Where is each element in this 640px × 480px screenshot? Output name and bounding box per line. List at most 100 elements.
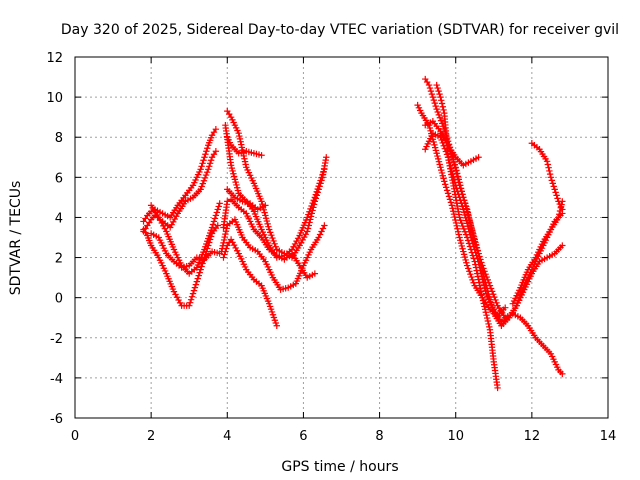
x-axis-label: GPS time / hours: [281, 459, 398, 475]
data-marker: [432, 102, 439, 110]
data-marker: [452, 219, 460, 227]
data-point: [170, 288, 178, 295]
data-marker: [518, 288, 526, 295]
data-marker: [434, 84, 441, 92]
data-marker: [556, 207, 564, 215]
series-4: [147, 200, 223, 277]
data-marker: [442, 184, 450, 191]
data-marker: [270, 237, 277, 245]
data-marker: [549, 180, 556, 187]
data-marker: [445, 156, 453, 164]
data-marker: [318, 174, 325, 181]
data-marker: [230, 241, 238, 249]
data-marker: [436, 161, 443, 168]
x-tick-label: 0: [71, 429, 79, 444]
data-marker: [309, 199, 316, 207]
data-marker: [457, 217, 464, 224]
y-tick-label: 0: [55, 292, 63, 307]
data-marker: [479, 297, 487, 304]
data-marker: [439, 172, 446, 179]
plot-frame: [74, 56, 609, 419]
data-marker: [471, 246, 478, 253]
data-marker: [515, 296, 523, 304]
data-marker: [445, 193, 453, 200]
y-tick-label: -4: [50, 372, 63, 387]
data-marker: [460, 248, 467, 255]
data-marker: [206, 163, 213, 170]
series-3: [140, 222, 221, 309]
data-point: [547, 174, 555, 181]
data-point: [304, 228, 311, 235]
data-marker: [454, 173, 462, 180]
data-marker: [431, 144, 439, 151]
axis-ticks: 0 2 4 6 8 10 12 14 -6 -4 -2 0 2 4 6 8 10 12: [46, 51, 616, 444]
data-point: [513, 302, 520, 309]
data-marker: [544, 161, 552, 168]
data-marker: [447, 165, 455, 172]
data-marker: [435, 155, 442, 163]
data-marker: [437, 117, 445, 124]
data-point: [475, 258, 482, 265]
data-marker: [449, 170, 456, 178]
data-point: [543, 158, 551, 165]
data-marker: [455, 231, 463, 238]
data-marker: [450, 173, 457, 181]
data-marker: [462, 214, 469, 222]
data-marker: [173, 213, 180, 220]
data-point: [227, 162, 235, 169]
data-marker: [546, 167, 553, 175]
data-point: [321, 166, 328, 173]
data-marker: [474, 255, 481, 262]
data-marker: [466, 219, 474, 226]
data-point: [205, 166, 212, 173]
data-marker: [229, 239, 236, 246]
data-marker: [434, 152, 441, 160]
data-marker: [481, 284, 488, 292]
data-point: [296, 242, 303, 249]
data-point: [311, 270, 319, 277]
data-marker: [447, 199, 455, 206]
data-marker: [468, 237, 476, 244]
data-marker: [446, 159, 453, 167]
y-axis-label: SDTVAR / TECUs: [8, 181, 24, 296]
y-tick-label: 12: [46, 51, 63, 66]
data-marker: [270, 314, 278, 321]
data-marker: [450, 158, 458, 165]
data-marker: [554, 195, 561, 202]
data-marker: [434, 108, 441, 116]
data-marker: [176, 299, 184, 307]
data-marker: [546, 170, 554, 178]
data-point: [258, 198, 265, 205]
data-point: [475, 154, 482, 161]
data-point: [494, 384, 501, 392]
data-marker: [435, 158, 443, 165]
x-tick-label: 6: [299, 429, 307, 444]
data-point: [235, 130, 242, 137]
data-point: [212, 148, 220, 155]
data-marker: [467, 270, 474, 278]
data-marker: [436, 114, 444, 121]
data-marker: [210, 218, 218, 225]
data-point: [467, 222, 475, 229]
data-point: [288, 246, 296, 253]
data-marker: [458, 219, 465, 227]
data-marker: [514, 299, 521, 307]
data-marker: [207, 227, 215, 234]
data-point: [265, 226, 273, 233]
data-marker: [442, 181, 449, 188]
data-marker: [453, 222, 460, 230]
data-marker: [221, 233, 228, 241]
data-marker: [272, 319, 280, 327]
data-point: [193, 278, 201, 285]
data-marker: [214, 206, 221, 213]
data-marker: [200, 157, 207, 164]
data-marker: [454, 188, 461, 195]
data-marker: [455, 191, 462, 198]
data-marker: [293, 237, 300, 245]
data-marker: [201, 154, 208, 161]
data-marker: [205, 235, 212, 242]
data-marker: [204, 238, 211, 245]
data-marker: [440, 175, 447, 182]
data-point: [197, 166, 204, 173]
data-marker: [454, 225, 461, 232]
